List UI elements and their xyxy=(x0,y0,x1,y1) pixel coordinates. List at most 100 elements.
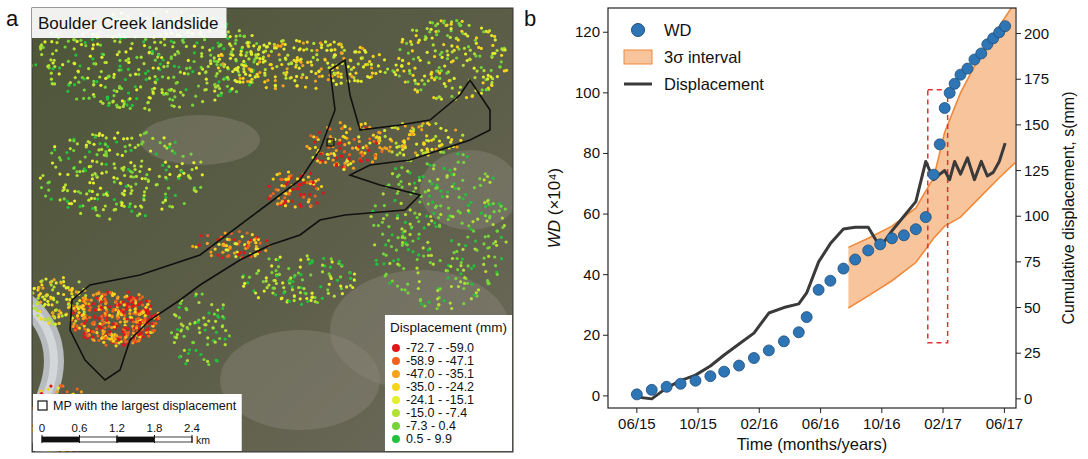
map-pixel xyxy=(370,215,373,218)
map-pixel xyxy=(430,219,433,222)
map-pixel xyxy=(47,64,50,67)
map-pixel xyxy=(407,62,410,65)
map-pixel xyxy=(85,319,88,322)
map-pixel xyxy=(470,267,473,270)
map-pixel xyxy=(123,314,126,317)
map-pixel xyxy=(493,255,496,258)
map-pixel xyxy=(299,58,302,61)
map-pixel xyxy=(165,168,168,171)
map-pixel xyxy=(234,39,237,42)
map-pixel xyxy=(483,257,486,260)
map-pixel xyxy=(166,65,169,68)
map-pixel xyxy=(129,296,132,299)
map-pixel xyxy=(450,307,453,310)
map-pixel xyxy=(97,134,100,137)
map-pixel xyxy=(270,63,273,66)
map-pixel xyxy=(384,274,387,277)
map-pixel xyxy=(200,55,203,58)
map-pixel xyxy=(51,67,54,70)
map-pixel xyxy=(293,59,296,62)
map-pixel xyxy=(104,306,107,309)
map-pixel xyxy=(413,67,416,70)
map-pixel xyxy=(408,72,411,75)
map-pixel xyxy=(63,197,66,200)
map-pixel xyxy=(95,327,98,330)
map-pixel xyxy=(372,55,375,58)
map-pixel xyxy=(296,56,299,59)
map-pixel xyxy=(138,338,141,341)
map-pixel xyxy=(128,97,131,100)
map-pixel xyxy=(234,67,237,70)
map-pixel xyxy=(95,80,98,83)
map-pixel xyxy=(347,65,350,68)
map-pixel xyxy=(39,47,42,50)
map-pixel xyxy=(350,68,353,71)
map-pixel xyxy=(127,291,130,294)
map-pixel xyxy=(396,285,399,288)
map-pixel xyxy=(201,46,204,49)
map-pixel xyxy=(450,173,453,176)
map-pixel xyxy=(462,64,465,67)
map-pixel xyxy=(112,176,115,179)
map-pixel xyxy=(46,181,49,184)
map-pixel xyxy=(278,58,281,61)
map-pixel xyxy=(449,36,452,39)
map-pixel xyxy=(487,281,490,284)
map-pixel xyxy=(400,64,403,67)
map-pixel xyxy=(73,166,76,169)
map-pixel xyxy=(139,85,142,88)
map-pixel xyxy=(50,40,53,43)
map-pixel xyxy=(195,166,198,169)
map-pixel xyxy=(350,75,353,78)
map-pixel xyxy=(151,52,154,55)
map-pixel xyxy=(340,73,343,76)
map-pixel xyxy=(310,64,313,67)
map-pixel xyxy=(368,60,371,63)
map-pixel xyxy=(107,104,110,107)
map-pixel xyxy=(157,317,160,320)
map-pixel xyxy=(501,226,504,229)
map-pixel xyxy=(494,240,497,243)
map-pixel xyxy=(153,87,156,90)
map-pixel xyxy=(145,173,148,176)
map-pixel xyxy=(439,287,442,290)
map-pixel xyxy=(265,46,268,49)
map-pixel xyxy=(172,41,175,44)
map-pixel xyxy=(459,272,462,275)
map-pixel xyxy=(320,46,323,49)
map-pixel xyxy=(255,42,258,45)
map-pixel xyxy=(106,96,109,99)
map-pixel xyxy=(290,62,293,65)
map-pixel xyxy=(315,49,318,52)
map-pixel xyxy=(469,201,472,204)
map-pixel xyxy=(73,199,76,202)
map-pixel xyxy=(213,83,216,86)
map-pixel xyxy=(247,45,250,48)
map-pixel xyxy=(286,54,289,57)
map-pixel xyxy=(427,248,430,251)
map-pixel xyxy=(172,76,175,79)
map-pixel xyxy=(76,314,79,317)
map-pixel xyxy=(177,52,180,55)
map-pixel xyxy=(487,74,490,77)
map-pixel xyxy=(318,75,321,78)
map-pixel xyxy=(131,42,134,45)
map-pixel xyxy=(309,60,312,63)
map-pixel xyxy=(410,227,413,230)
map-pixel xyxy=(274,75,277,78)
map-pixel xyxy=(447,207,450,210)
map-pixel xyxy=(66,90,69,93)
panel-letter: a xyxy=(6,6,19,31)
map-pixel xyxy=(178,105,181,108)
map-pixel xyxy=(242,60,245,63)
map-pixel xyxy=(104,204,107,207)
map-pixel xyxy=(480,66,483,69)
map-pixel xyxy=(413,212,416,215)
map-pixel xyxy=(492,177,495,180)
map-pixel xyxy=(93,308,96,311)
map-pixel xyxy=(46,300,49,303)
map-pixel xyxy=(134,302,137,305)
map-pixel xyxy=(385,214,388,217)
map-pixel xyxy=(100,315,103,318)
map-pixel xyxy=(472,264,475,267)
